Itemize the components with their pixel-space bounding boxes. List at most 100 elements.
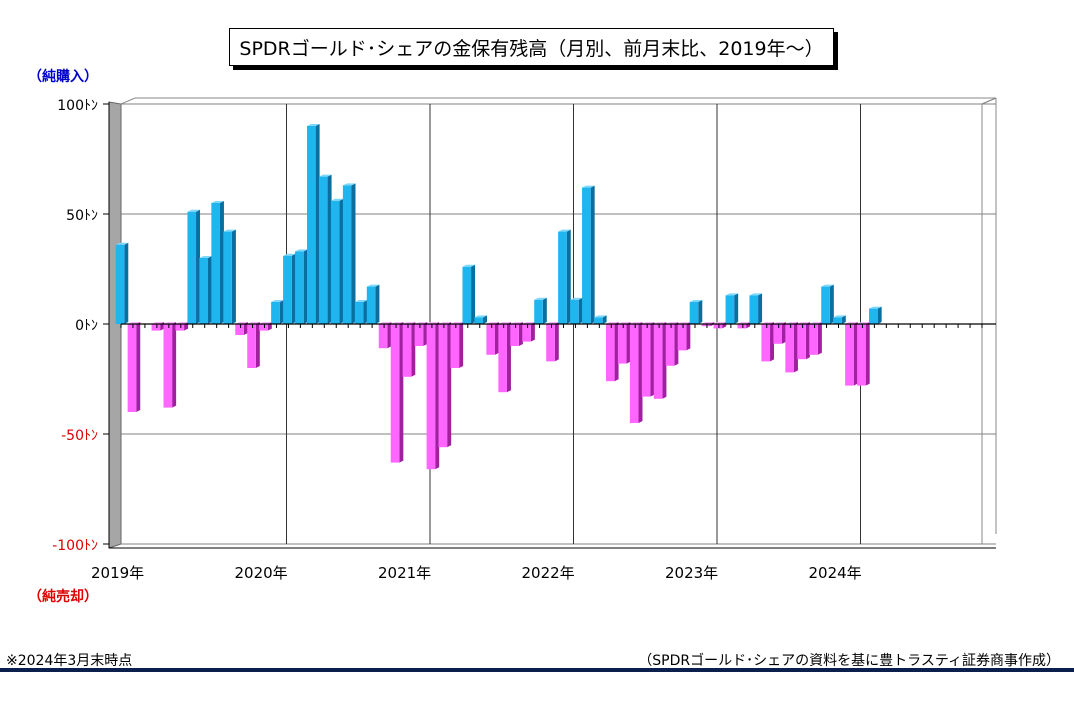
bar	[641, 322, 655, 397]
bar	[474, 315, 488, 324]
bar	[307, 124, 320, 324]
bar-front	[653, 324, 663, 399]
axes	[103, 102, 996, 549]
bar-front	[665, 324, 675, 366]
bar-front	[318, 176, 328, 324]
bar-side	[339, 198, 344, 324]
bar-front	[247, 324, 256, 368]
bar-side	[423, 322, 428, 346]
bar-front	[617, 324, 627, 364]
bar-side	[219, 201, 224, 324]
x-tick-label: 2022年	[521, 564, 575, 582]
bar	[522, 322, 535, 342]
bar	[450, 322, 464, 368]
bar-front	[462, 266, 472, 324]
y-tick-label: 100ﾄﾝ	[57, 98, 98, 114]
bar-front	[821, 286, 830, 324]
bar-side	[231, 229, 236, 324]
bar-side	[602, 315, 607, 324]
bar-side	[303, 249, 308, 324]
bar-side	[124, 242, 129, 324]
x-tick-label: 2020年	[234, 564, 288, 582]
bar-top	[833, 315, 846, 318]
bar-side	[578, 297, 583, 324]
bar-side	[435, 322, 440, 470]
bar-side	[674, 322, 679, 366]
x-tick-label: 2019年	[91, 564, 145, 582]
bar-front	[175, 324, 185, 331]
bar-side	[172, 322, 177, 408]
bar	[175, 322, 189, 331]
bar	[163, 322, 177, 408]
bar-top	[199, 256, 212, 258]
bar-side	[638, 322, 643, 423]
bar-front	[211, 203, 220, 324]
bar-side	[841, 315, 846, 324]
bar	[785, 322, 798, 373]
bar-front	[737, 324, 747, 329]
bar	[617, 322, 631, 364]
x-tick-label: 2023年	[665, 564, 719, 582]
bar-front	[187, 211, 197, 324]
bar	[594, 315, 607, 324]
bar-side	[877, 306, 882, 324]
bar-top	[342, 183, 356, 186]
bar-front	[235, 324, 244, 335]
bar-top	[594, 315, 607, 318]
bar	[749, 293, 763, 324]
bar-side	[770, 322, 775, 362]
bar-front	[199, 258, 208, 324]
bar	[809, 322, 822, 355]
bar-top	[366, 284, 380, 287]
bar-side	[781, 322, 786, 344]
bar	[438, 322, 452, 448]
bar-side	[327, 174, 332, 324]
bar-top	[749, 293, 763, 296]
bar-front	[510, 324, 519, 346]
bar-top	[187, 209, 201, 212]
y-tick-label: -50ﾄﾝ	[61, 428, 98, 444]
bar-front	[605, 324, 615, 382]
bar-side	[447, 322, 452, 448]
bar-front	[330, 200, 340, 324]
bar-side	[483, 315, 488, 324]
bar-side	[662, 322, 667, 399]
bar-front	[677, 324, 687, 351]
bar-side	[758, 293, 763, 324]
bar-side	[315, 124, 320, 324]
bar-top	[558, 229, 571, 232]
bar-top	[223, 229, 236, 232]
bar	[582, 185, 595, 324]
bar-side	[375, 284, 380, 324]
bar	[402, 322, 416, 377]
bar-top	[570, 297, 583, 300]
y-tick-label: 50ﾄﾝ	[66, 208, 98, 224]
bar-front	[570, 299, 579, 324]
bar-side	[279, 300, 284, 324]
bar-side	[817, 322, 822, 355]
bar-front	[414, 324, 424, 346]
bar-front	[127, 324, 137, 412]
bar-side	[566, 229, 571, 324]
bar-side	[494, 322, 499, 355]
bar	[259, 322, 272, 331]
bar-front	[115, 244, 125, 324]
bar-front	[582, 187, 591, 324]
bar-front	[151, 324, 161, 331]
bar	[354, 300, 368, 324]
bar-side	[518, 322, 523, 346]
bar	[342, 183, 356, 324]
bar-top	[689, 300, 703, 302]
bar-front	[689, 302, 699, 324]
bar-front	[342, 185, 352, 324]
bar-front	[474, 317, 484, 324]
x-tick-label: 2024年	[808, 564, 862, 582]
bar-front	[594, 317, 603, 324]
plot-corner-edge	[981, 97, 997, 105]
y-tick-label: -100ﾄﾝ	[52, 538, 98, 554]
bar-front	[857, 324, 866, 386]
bar-top	[330, 198, 344, 201]
bar-front	[773, 324, 782, 344]
bar	[271, 300, 284, 324]
